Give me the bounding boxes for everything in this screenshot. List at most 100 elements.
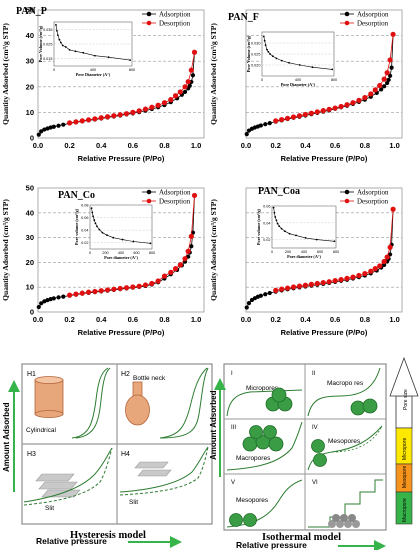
pore-size-scale: Pore size Micropore Mesopore Macropore xyxy=(389,356,419,525)
isotherm-v-label: V xyxy=(231,480,235,486)
pan_f-point-desorption xyxy=(372,87,378,93)
pan_p-point-desorption xyxy=(177,89,183,95)
pan_p-x-tick-label: 0.2 xyxy=(64,141,74,150)
pan_p-point-desorption xyxy=(188,67,194,73)
pan_co-point-desorption xyxy=(155,278,161,284)
pan_co-inset-y-tick: 0.06 xyxy=(81,216,88,220)
pan_p-point-desorption xyxy=(67,120,73,126)
pan_coa-point-desorption xyxy=(279,286,285,292)
pan_p-point-desorption xyxy=(155,102,161,108)
hysteresis-x-axis-label: Relative pressure xyxy=(36,536,107,546)
pan_p-point-desorption xyxy=(185,79,191,85)
pan_co-inset-y-tick: 0.04 xyxy=(81,229,88,233)
pan_f-point-desorption xyxy=(273,118,279,124)
pan_p-inset-x-tick: 400 xyxy=(90,68,96,72)
pan_p-x-tick-label: 0.6 xyxy=(128,141,138,150)
pore-size-arrow-label: Pore size xyxy=(403,389,409,410)
pan_co-inset-point xyxy=(96,225,98,228)
pan_p-inset-point xyxy=(74,50,77,53)
pan_p-point-adsorption xyxy=(36,132,41,137)
pan_f-point-adsorption xyxy=(258,123,263,128)
pan_f-point-adsorption xyxy=(267,121,272,126)
pan_coa-inset-plot: 0.02 0.04 0.06 0 200 400 600 800 Pore diameter (… xyxy=(256,205,339,260)
pan_coa-chart: 0.0 0.2 0.4 0.6 0.8 1.0 Relative Pressure (P/P… xyxy=(209,186,403,337)
pan_coa-inset-frame xyxy=(271,205,337,249)
pan_f-inset-point xyxy=(271,55,274,58)
pan_p-inset-point xyxy=(59,41,62,44)
pan_p-point-adsorption xyxy=(42,127,47,132)
pan_co-legend-swatch xyxy=(146,189,152,195)
pan_p-inset-point xyxy=(129,59,131,62)
bottle-neck-pore-shape xyxy=(125,381,150,426)
pan_p-point-desorption xyxy=(182,84,188,90)
pan_coa-inset-point xyxy=(272,206,275,209)
pan_co-inset-y-tick: 0.08 xyxy=(81,204,88,208)
pan_coa-inset-point xyxy=(275,219,278,222)
pan_p-y-tick-label: 50 xyxy=(26,6,34,15)
pan_coa-inset-point xyxy=(283,230,286,233)
isotherm-iv-caption: Mesopores xyxy=(328,438,361,445)
pan_p-point-desorption xyxy=(98,115,104,121)
pan_p-x-tick-label: 0.8 xyxy=(159,141,169,150)
pan_f-inset-point xyxy=(311,66,314,69)
pan_co-point-desorption xyxy=(117,285,123,292)
pan_coa-inset-x-tick: 0 xyxy=(271,250,273,254)
pan_f-legend-entry: Desorption xyxy=(357,20,389,28)
pan_coa-point-desorption xyxy=(381,258,387,265)
pan_f-inset-point xyxy=(269,53,271,55)
pan_co-y-tick-label: 0 xyxy=(30,308,34,317)
pan_p-point-adsorption xyxy=(190,73,196,78)
pan_p-point-desorption xyxy=(161,100,168,106)
pan_p-inset-point xyxy=(57,34,59,37)
isotherm-v-caption: Mesopores xyxy=(236,497,269,504)
pan_p-point-adsorption xyxy=(48,125,53,130)
pan_f-legend-swatch xyxy=(344,20,350,26)
pan_co-inset-point xyxy=(106,234,108,237)
mesopore-spheres-icon-b xyxy=(229,513,257,527)
pan_p-legend-entry: Adsorption xyxy=(159,11,191,19)
pan_co-legend-entry: Adsorption xyxy=(159,189,191,197)
pan_coa-point-desorption xyxy=(390,206,396,212)
pan_p-plot-area xyxy=(37,9,205,139)
pan_co-point-desorption xyxy=(73,291,79,297)
pan_co-point-desorption xyxy=(130,284,136,290)
pan_p-inset-point xyxy=(64,46,67,48)
pan_f-legend-entry: Adsorption xyxy=(357,11,389,19)
pan_f-inset-point xyxy=(264,44,267,47)
pan_co-point-desorption xyxy=(168,269,174,275)
pan_p-inset-plot: 0.015 0.025 0.035 0 400 800 Pore Diameter (A°)… xyxy=(38,21,135,77)
pan_co-point-adsorption xyxy=(45,297,50,303)
pan_p-point-desorption xyxy=(92,116,98,122)
pan_p-point-desorption xyxy=(168,97,174,103)
pan_co-x-tick-label: 1.0 xyxy=(191,315,201,324)
pan_p-chart: 0.0 0.2 0.4 0.6 0.8 1.0 0 10 20 30 40 50 Relative Pr… xyxy=(1,6,205,163)
pan_p-y-tick-label: 40 xyxy=(26,31,34,40)
pan_f-x-tick-label: 0.2 xyxy=(270,141,280,150)
pan_coa-point-desorption xyxy=(332,278,338,284)
pan_co-inset-point xyxy=(149,242,152,245)
pan_f-inset-y-label: Pore Volume (cm³/g) xyxy=(246,35,251,72)
isotherm-iii-caption: Macropores xyxy=(236,455,271,462)
pan_p-inset-point xyxy=(107,56,110,59)
pan_coa-point-desorption xyxy=(384,254,390,260)
pan_coa-point-desorption xyxy=(362,270,368,277)
hysteresis-title: Hysteresis model xyxy=(70,530,146,541)
pan_coa-point-desorption xyxy=(338,276,344,283)
pan_coa-point-desorption xyxy=(290,284,297,290)
pan_p-legend-entry: Desorption xyxy=(159,20,191,28)
hysteresis-h2-label: H2 xyxy=(121,371,130,378)
pan_coa-inset-y-tick: 0.02 xyxy=(263,238,270,242)
pan_co-legend-swatch xyxy=(146,198,152,204)
pan_co-point-desorption xyxy=(142,282,149,288)
pan_co-point-adsorption xyxy=(189,244,194,249)
hysteresis-model: H1 Cylindrical H2 Bottle neck H3 Slit H4 xyxy=(2,363,213,548)
pan_co-point-desorption xyxy=(111,286,117,292)
pan_p-inset-point xyxy=(61,44,64,47)
pan_p-point-adsorption xyxy=(61,122,66,127)
pan_f-point-adsorption xyxy=(244,132,249,137)
pan_f-point-desorption xyxy=(279,116,285,123)
pan_coa-point-adsorption xyxy=(244,305,249,310)
pan_coa-inset-point xyxy=(278,225,281,228)
isothermal-model: I Micropores II Macropo res III Macropor… xyxy=(209,363,387,550)
pan_f-inset-point xyxy=(298,64,301,66)
